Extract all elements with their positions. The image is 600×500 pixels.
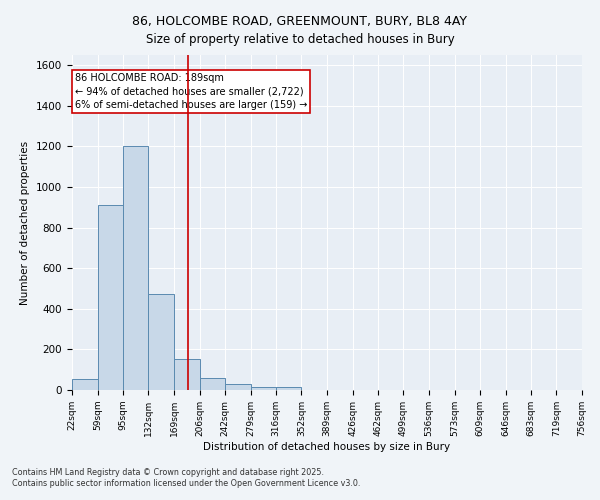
Y-axis label: Number of detached properties: Number of detached properties xyxy=(20,140,31,304)
Bar xyxy=(276,387,301,390)
Bar xyxy=(72,379,98,390)
Text: 86, HOLCOMBE ROAD, GREENMOUNT, BURY, BL8 4AY: 86, HOLCOMBE ROAD, GREENMOUNT, BURY, BL8… xyxy=(133,15,467,28)
Text: Size of property relative to detached houses in Bury: Size of property relative to detached ho… xyxy=(146,32,454,46)
Bar xyxy=(123,146,148,390)
Text: 86 HOLCOMBE ROAD: 189sqm
← 94% of detached houses are smaller (2,722)
6% of semi: 86 HOLCOMBE ROAD: 189sqm ← 94% of detach… xyxy=(75,74,307,110)
Bar xyxy=(148,294,174,390)
X-axis label: Distribution of detached houses by size in Bury: Distribution of detached houses by size … xyxy=(203,442,451,452)
Text: Contains HM Land Registry data © Crown copyright and database right 2025.
Contai: Contains HM Land Registry data © Crown c… xyxy=(12,468,361,487)
Bar xyxy=(200,378,225,390)
Bar xyxy=(174,358,200,390)
Bar xyxy=(251,387,276,390)
Bar xyxy=(225,384,251,390)
Bar xyxy=(98,205,123,390)
